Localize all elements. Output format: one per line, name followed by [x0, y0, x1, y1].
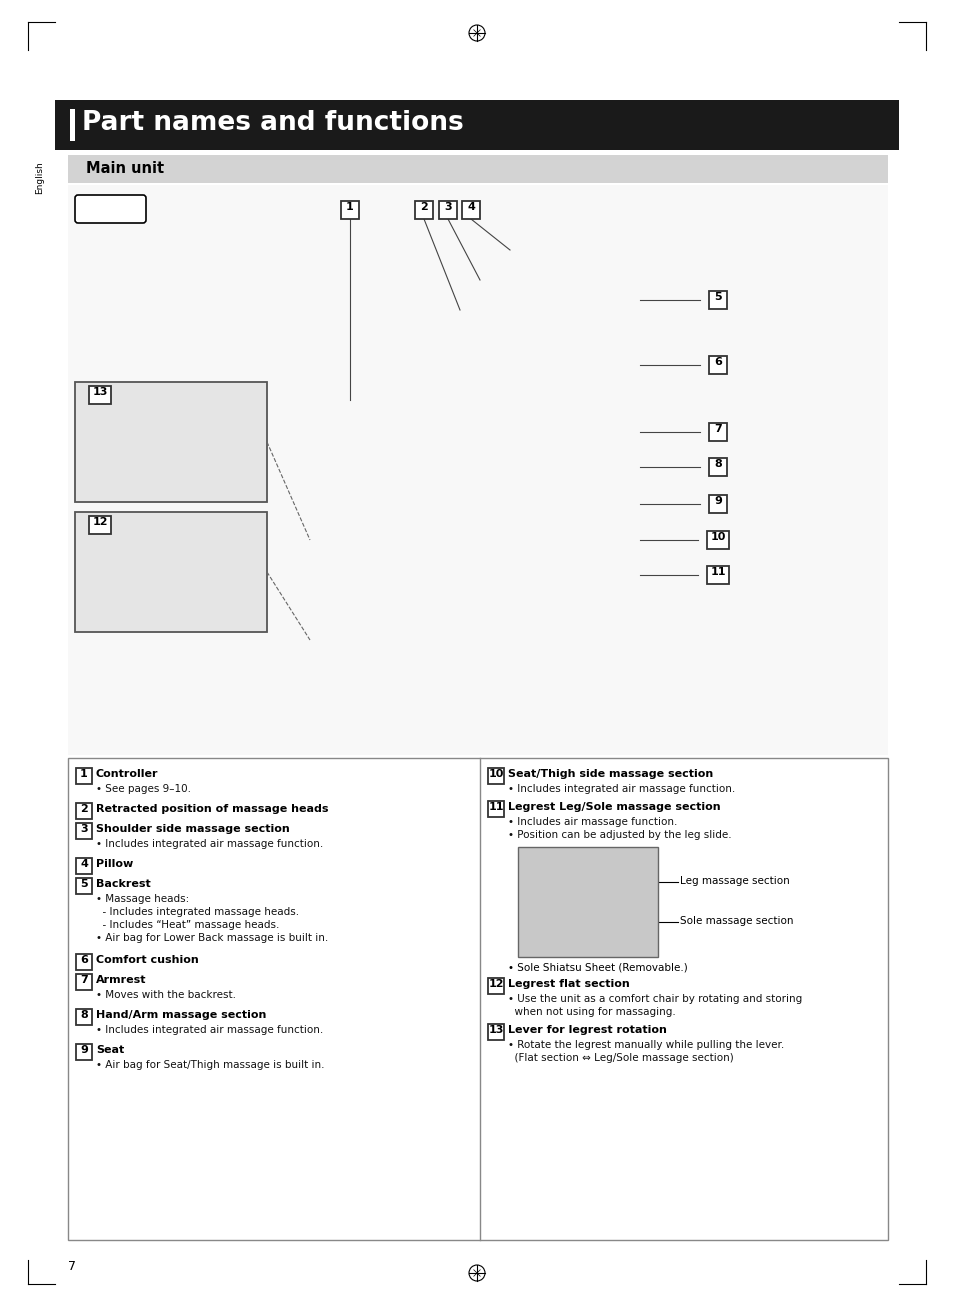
- Bar: [76, 803, 91, 819]
- Text: Seat/Thigh side massage section: Seat/Thigh side massage section: [507, 769, 713, 778]
- Text: 1: 1: [80, 769, 88, 778]
- Text: Armrest: Armrest: [96, 976, 147, 985]
- Bar: [76, 1010, 91, 1025]
- Text: • Rotate the legrest manually while pulling the lever.: • Rotate the legrest manually while pull…: [507, 1040, 783, 1050]
- Bar: [708, 495, 726, 513]
- Text: 7: 7: [714, 424, 721, 434]
- Text: • Use the unit as a comfort chair by rotating and storing: • Use the unit as a comfort chair by rot…: [507, 994, 801, 1004]
- Bar: [488, 801, 503, 818]
- Text: 10: 10: [710, 532, 725, 542]
- Text: • Position can be adjusted by the leg slide.: • Position can be adjusted by the leg sl…: [507, 831, 731, 840]
- Bar: [517, 848, 658, 957]
- Bar: [340, 201, 358, 219]
- Bar: [76, 953, 91, 970]
- Text: Leg massage section: Leg massage section: [679, 876, 789, 885]
- Text: • Includes integrated air massage function.: • Includes integrated air massage functi…: [96, 838, 323, 849]
- Text: 7: 7: [80, 976, 88, 985]
- Text: 5: 5: [714, 293, 721, 302]
- Text: Front: Front: [95, 199, 125, 212]
- Text: 4: 4: [80, 859, 88, 868]
- Text: 10: 10: [488, 769, 503, 778]
- Bar: [488, 768, 503, 784]
- Bar: [488, 978, 503, 994]
- Bar: [70, 108, 75, 141]
- Bar: [76, 1043, 91, 1060]
- Text: 11: 11: [488, 802, 503, 812]
- Text: 13: 13: [488, 1025, 503, 1034]
- Bar: [68, 757, 887, 1239]
- Text: 12: 12: [92, 517, 108, 528]
- Bar: [68, 155, 887, 183]
- Text: • Includes integrated air massage function.: • Includes integrated air massage functi…: [96, 1025, 323, 1034]
- Bar: [488, 1024, 503, 1040]
- Text: 2: 2: [419, 202, 428, 212]
- Text: • Includes air massage function.: • Includes air massage function.: [507, 818, 677, 827]
- Text: 13: 13: [92, 387, 108, 397]
- Text: Controller: Controller: [96, 769, 158, 778]
- Text: Legrest flat section: Legrest flat section: [507, 980, 629, 989]
- Bar: [708, 458, 726, 475]
- Text: 8: 8: [80, 1010, 88, 1020]
- Text: 8: 8: [714, 458, 721, 469]
- Text: 12: 12: [488, 980, 503, 989]
- Text: Seat: Seat: [96, 1045, 124, 1055]
- Text: Lever for legrest rotation: Lever for legrest rotation: [507, 1025, 666, 1034]
- Text: (Flat section ⇔ Leg/Sole massage section): (Flat section ⇔ Leg/Sole massage section…: [507, 1053, 733, 1063]
- Bar: [706, 565, 728, 584]
- Text: • Sole Shiatsu Sheet (Removable.): • Sole Shiatsu Sheet (Removable.): [507, 963, 687, 972]
- Text: Shoulder side massage section: Shoulder side massage section: [96, 824, 290, 835]
- Bar: [706, 532, 728, 549]
- Text: 6: 6: [713, 357, 721, 367]
- Text: 9: 9: [713, 496, 721, 505]
- Text: Backrest: Backrest: [96, 879, 151, 889]
- Text: 5: 5: [80, 879, 88, 889]
- Bar: [89, 387, 111, 404]
- Text: 2: 2: [80, 804, 88, 814]
- Text: 9: 9: [80, 1045, 88, 1055]
- Text: Hand/Arm massage section: Hand/Arm massage section: [96, 1010, 266, 1020]
- Text: 4: 4: [467, 202, 475, 212]
- Text: Part names and functions: Part names and functions: [82, 110, 463, 136]
- Bar: [708, 291, 726, 310]
- Text: 7: 7: [68, 1260, 76, 1273]
- Text: 3: 3: [444, 202, 452, 212]
- Bar: [75, 381, 267, 502]
- Bar: [76, 974, 91, 990]
- Text: 6: 6: [80, 955, 88, 965]
- Bar: [76, 768, 91, 784]
- Text: 1: 1: [346, 202, 354, 212]
- Text: • Air bag for Lower Back massage is built in.: • Air bag for Lower Back massage is buil…: [96, 932, 328, 943]
- Text: Retracted position of massage heads: Retracted position of massage heads: [96, 804, 328, 814]
- Text: • Moves with the backrest.: • Moves with the backrest.: [96, 990, 235, 1000]
- Bar: [76, 858, 91, 874]
- Text: Comfort cushion: Comfort cushion: [96, 955, 198, 965]
- Bar: [708, 357, 726, 374]
- Bar: [89, 516, 111, 534]
- Bar: [55, 101, 898, 150]
- Text: - Includes integrated massage heads.: - Includes integrated massage heads.: [96, 906, 299, 917]
- Text: Pillow: Pillow: [96, 859, 133, 868]
- Text: • Massage heads:: • Massage heads:: [96, 895, 189, 904]
- Text: when not using for massaging.: when not using for massaging.: [507, 1007, 675, 1017]
- Text: - Includes “Heat” massage heads.: - Includes “Heat” massage heads.: [96, 919, 279, 930]
- Text: • See pages 9–10.: • See pages 9–10.: [96, 784, 191, 794]
- Bar: [438, 201, 456, 219]
- Text: Sole massage section: Sole massage section: [679, 916, 793, 926]
- Text: Main unit: Main unit: [86, 161, 164, 176]
- Bar: [76, 878, 91, 895]
- Bar: [415, 201, 433, 219]
- Bar: [68, 185, 887, 755]
- Text: Legrest Leg/Sole massage section: Legrest Leg/Sole massage section: [507, 802, 720, 812]
- Text: • Air bag for Seat/Thigh massage is built in.: • Air bag for Seat/Thigh massage is buil…: [96, 1060, 324, 1070]
- Bar: [708, 423, 726, 441]
- Bar: [461, 201, 479, 219]
- FancyBboxPatch shape: [75, 195, 146, 223]
- Text: • Includes integrated air massage function.: • Includes integrated air massage functi…: [507, 784, 735, 794]
- Text: 11: 11: [709, 567, 725, 577]
- Text: 3: 3: [80, 824, 88, 835]
- Text: English: English: [35, 162, 45, 195]
- Bar: [75, 512, 267, 632]
- Bar: [76, 823, 91, 838]
